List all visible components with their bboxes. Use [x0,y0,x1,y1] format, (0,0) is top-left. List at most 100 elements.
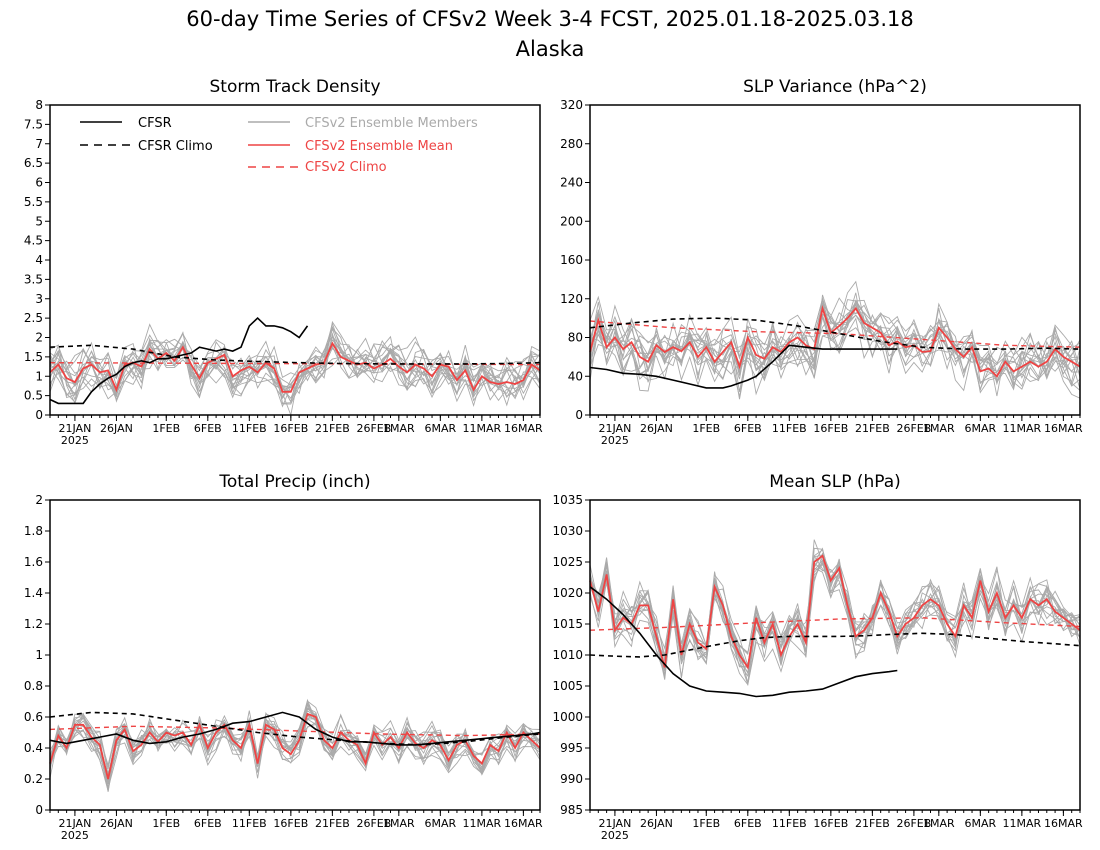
x-tick-label: 26JAN [100,817,133,830]
x-tick-label: 21FEB [855,422,890,435]
legend-cfsr-label: CFSR [138,116,172,131]
x-tick-label: 11FEB [232,817,267,830]
x-tick-label: 11MAR [463,422,502,435]
series-cfsr [589,344,898,389]
x-tick-label: 1MAR [383,817,415,830]
figure-subtitle: Alaska [516,37,585,61]
y-tick-label: 985 [560,803,583,817]
y-tick-label: 0.6 [24,710,43,724]
y-tick-label: 990 [560,772,583,786]
panel-title: SLP Variance (hPa^2) [743,77,927,97]
y-tick-label: 1010 [552,648,583,662]
series-cfsv2-climo [589,320,1081,348]
panel-title: Storm Track Density [209,77,380,97]
storm-track-density-panel: Storm Track Density 0 0.5 1 1.5 2 2.5 3 3.5 4 4.5 5… [24,77,543,447]
x-tick-label: 1MAR [923,422,955,435]
ensemble-member-line [50,332,540,397]
ensemble-member-line [50,703,540,774]
x-tick-label: 26FEB [896,817,931,830]
legend-cfsr-climo-label: CFSR Climo [138,139,213,154]
y-tick-label: 1.4 [24,586,43,600]
series-cfsr-climo [589,632,1081,658]
x-tick-label: 26JAN [640,422,673,435]
x-tick-label: 11FEB [772,817,807,830]
y-tick-label: 1025 [552,555,583,569]
x-tick-label: 16MAR [1044,817,1083,830]
y-tick-label: 0 [35,803,43,817]
y-tick-label: 1 [35,648,43,662]
x-tick-label: 21FEB [315,422,350,435]
y-tick-label: 280 [560,137,583,151]
ensemble-member-line [590,297,1080,383]
x-year-label: 2025 [601,829,629,842]
x-tick-label: 26FEB [356,817,391,830]
ensemble-member-line [50,334,540,400]
x-tick-label: 16MAR [1044,422,1083,435]
y-tick-label: 3 [35,292,43,306]
x-tick-label: 1FEB [152,422,180,435]
slp-variance-panel: SLP Variance (hPa^2) 0 40 80 120 160 200 240 280… [560,77,1083,447]
series-cfsv2-ensemble-mean [589,554,1081,670]
x-tick-label: 26JAN [100,422,133,435]
series-cfsr-climo [589,317,1081,350]
series-cfsr [589,586,898,698]
y-tick-label: 1.5 [24,350,43,364]
y-tick-label: 7 [35,137,43,151]
ensemble-member-line [590,294,1080,400]
series-cfsv2-climo [49,725,541,737]
x-tick-label: 1MAR [923,817,955,830]
y-tick-label: 0.4 [24,741,43,755]
y-tick-label: 240 [560,176,583,190]
x-tick-label: 6MAR [425,817,457,830]
figure-title: 60-day Time Series of CFSv2 Week 3-4 FCS… [186,7,914,31]
y-tick-label: 2 [35,493,43,507]
panel-title: Mean SLP (hPa) [769,472,901,492]
x-tick-label: 16MAR [504,422,543,435]
series-cfsr-climo [49,711,541,746]
ensemble-member-line [50,698,540,780]
legend-cfsv2-climo-label: CFSv2 Climo [305,160,387,175]
y-tick-label: 5.5 [24,195,43,209]
plot-frame [49,499,541,811]
x-tick-label: 6FEB [194,817,222,830]
y-tick-label: 160 [560,253,583,267]
x-tick-label: 11MAR [1003,422,1042,435]
x-tick-label: 26FEB [896,422,931,435]
x-tick-label: 21FEB [855,817,890,830]
y-tick-label: 2.5 [24,311,43,325]
ensemble-member-line [50,331,540,403]
mean-slp-panel: Mean SLP (hPa) 985 990 995 1000 1005 1010 1015 1… [552,472,1083,842]
y-tick-label: 1 [35,369,43,383]
x-tick-label: 21JAN [599,817,632,830]
y-tick-label: 0.5 [24,389,43,403]
y-tick-label: 40 [568,369,583,383]
x-tick-label: 21JAN [599,422,632,435]
series-cfsv2-ensemble-mean [49,712,541,780]
total-precip-panel: Total Precip (inch) 0 0.2 0.4 0.6 0.8 1 1.2 1.4 1… [24,472,543,842]
x-tick-label: 6FEB [734,817,762,830]
series-cfsr [49,711,541,746]
x-tick-label: 11FEB [232,422,267,435]
y-tick-label: 1020 [552,586,583,600]
x-tick-label: 16FEB [813,817,848,830]
y-tick-label: 6 [35,176,43,190]
y-tick-label: 8 [35,98,43,112]
y-tick-label: 4 [35,253,43,267]
y-tick-label: 1.8 [24,524,43,538]
y-tick-label: 995 [560,741,583,755]
x-tick-label: 21FEB [315,817,350,830]
legend-members-label: CFSv2 Ensemble Members [305,116,478,131]
y-tick-label: 0 [575,408,583,422]
y-tick-label: 1000 [552,710,583,724]
y-tick-label: 1035 [552,493,583,507]
x-year-label: 2025 [601,434,629,447]
x-tick-label: 11MAR [463,817,502,830]
x-tick-label: 11FEB [772,422,807,435]
y-tick-label: 0.8 [24,679,43,693]
x-tick-label: 21JAN [59,422,92,435]
x-tick-label: 6MAR [965,817,997,830]
legend-ens-mean-label: CFSv2 Ensemble Mean [305,139,453,154]
y-tick-label: 200 [560,214,583,228]
y-tick-label: 1.2 [24,617,43,631]
y-tick-label: 3.5 [24,272,43,286]
